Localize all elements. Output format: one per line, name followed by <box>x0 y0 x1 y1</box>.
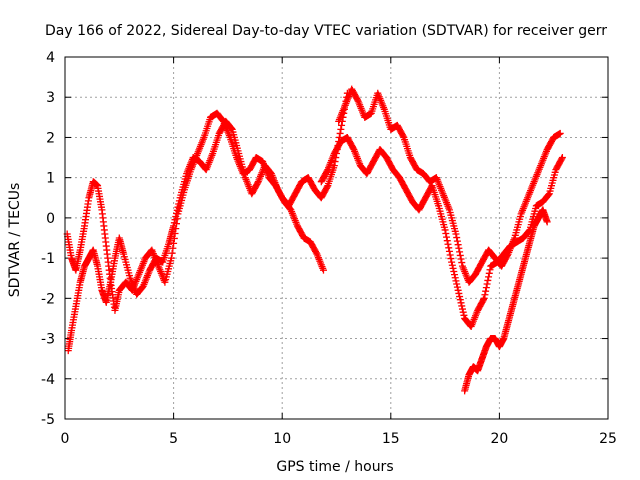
plus-marker <box>446 251 454 259</box>
plus-marker <box>445 247 453 255</box>
plus-marker <box>167 254 175 262</box>
plus-marker <box>456 251 464 259</box>
plus-marker <box>170 234 178 242</box>
plus-marker <box>337 125 345 133</box>
plus-marker <box>456 296 464 304</box>
x-axis-label: GPS time / hours <box>276 459 393 475</box>
y-tick-label: 1 <box>46 171 55 187</box>
plus-marker <box>452 230 460 238</box>
x-tick-label: 20 <box>490 431 508 447</box>
plus-marker <box>456 293 464 301</box>
plus-marker <box>457 299 465 307</box>
plus-marker <box>457 255 465 263</box>
plus-marker <box>454 241 462 249</box>
plus-marker <box>453 234 461 242</box>
plus-marker <box>319 266 327 274</box>
plus-marker <box>173 215 181 223</box>
plus-marker <box>443 233 451 241</box>
plus-marker <box>481 291 489 299</box>
plus-marker <box>458 302 466 310</box>
plus-marker <box>172 225 180 233</box>
y-tick-label: 4 <box>46 50 55 66</box>
plus-marker <box>543 218 551 226</box>
plus-marker <box>458 305 466 313</box>
plus-marker <box>485 269 493 277</box>
plus-marker <box>558 155 566 163</box>
plus-marker <box>451 274 459 282</box>
series-track-b <box>63 89 351 314</box>
plus-marker <box>451 271 459 279</box>
plus-marker <box>445 244 453 252</box>
series-track-c <box>335 85 564 286</box>
plus-marker <box>479 296 487 304</box>
chart-title: Day 166 of 2022, Sidereal Day-to-day VTE… <box>45 23 607 39</box>
y-tick-label: -1 <box>41 251 55 267</box>
y-tick-label: -4 <box>41 372 55 388</box>
plus-marker <box>444 240 452 248</box>
plus-marker <box>556 129 564 137</box>
x-tick-label: 0 <box>61 431 70 447</box>
plus-marker <box>453 283 461 291</box>
plus-marker <box>170 239 178 247</box>
y-tick-label: -2 <box>41 291 55 307</box>
plus-marker <box>483 280 491 288</box>
y-tick-label: 0 <box>46 211 55 227</box>
plus-marker <box>447 255 455 263</box>
plus-marker <box>453 237 461 245</box>
y-tick-label: 2 <box>46 130 55 146</box>
plus-marker <box>454 286 462 294</box>
plus-marker <box>448 261 456 269</box>
y-tick-label: -3 <box>41 332 55 348</box>
plus-marker <box>459 308 467 316</box>
series-track-e <box>461 206 551 395</box>
plus-marker <box>338 121 346 129</box>
plus-marker <box>453 280 461 288</box>
plus-marker <box>458 259 466 267</box>
plot-frame <box>64 56 609 420</box>
plus-marker <box>456 248 464 256</box>
data-marks <box>63 85 566 395</box>
plus-marker <box>452 277 460 285</box>
plus-marker <box>169 244 177 252</box>
plus-marker <box>254 179 262 187</box>
plus-marker <box>545 191 553 199</box>
plus-marker <box>349 144 357 152</box>
x-tick-label: 25 <box>599 431 617 447</box>
plus-marker <box>486 266 494 274</box>
plus-marker <box>171 230 179 238</box>
plus-marker <box>455 289 463 297</box>
y-tick-label: 3 <box>46 90 55 106</box>
plus-marker <box>172 220 180 228</box>
plus-marker <box>336 129 344 137</box>
plus-marker <box>443 237 451 245</box>
plus-marker <box>558 154 566 162</box>
plus-marker <box>484 276 492 284</box>
plus-marker <box>482 284 490 292</box>
plus-marker <box>399 132 407 140</box>
plus-marker <box>485 273 493 281</box>
plus-marker <box>449 264 457 272</box>
plus-marker <box>448 258 456 266</box>
series-track-d <box>317 133 566 330</box>
plus-marker <box>455 244 463 252</box>
ticks: 0 5 10 15 20 25 -5 -4 -3 -2 -1 0 1 2 3 4 <box>41 50 617 447</box>
plus-marker <box>323 183 331 191</box>
y-axis-label: SDTVAR / TECUs <box>7 183 23 298</box>
plus-marker <box>353 96 361 104</box>
plus-marker <box>323 167 331 175</box>
plus-marker <box>450 268 458 276</box>
plus-marker <box>168 249 176 257</box>
x-tick-label: 5 <box>169 431 178 447</box>
plus-marker <box>482 287 490 295</box>
plus-marker <box>460 311 468 319</box>
plus-marker <box>312 249 320 257</box>
y-tick-label: -5 <box>41 412 55 428</box>
plus-marker <box>480 294 488 302</box>
plus-marker <box>442 230 450 238</box>
plus-marker <box>441 226 449 234</box>
x-tick-label: 15 <box>382 431 400 447</box>
x-tick-label: 10 <box>273 431 291 447</box>
